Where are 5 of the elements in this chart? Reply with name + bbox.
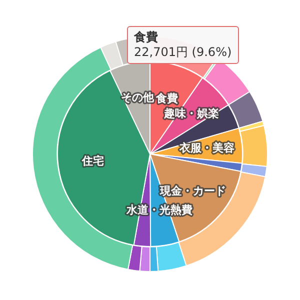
text: 食費 (134, 30, 159, 45)
text: 22,701円 (9.6%) (134, 45, 232, 60)
slice-label: 衣服・美容 (178, 142, 235, 155)
slice-label: 食費 (155, 92, 178, 106)
slice-label: 住宅 (81, 154, 104, 168)
